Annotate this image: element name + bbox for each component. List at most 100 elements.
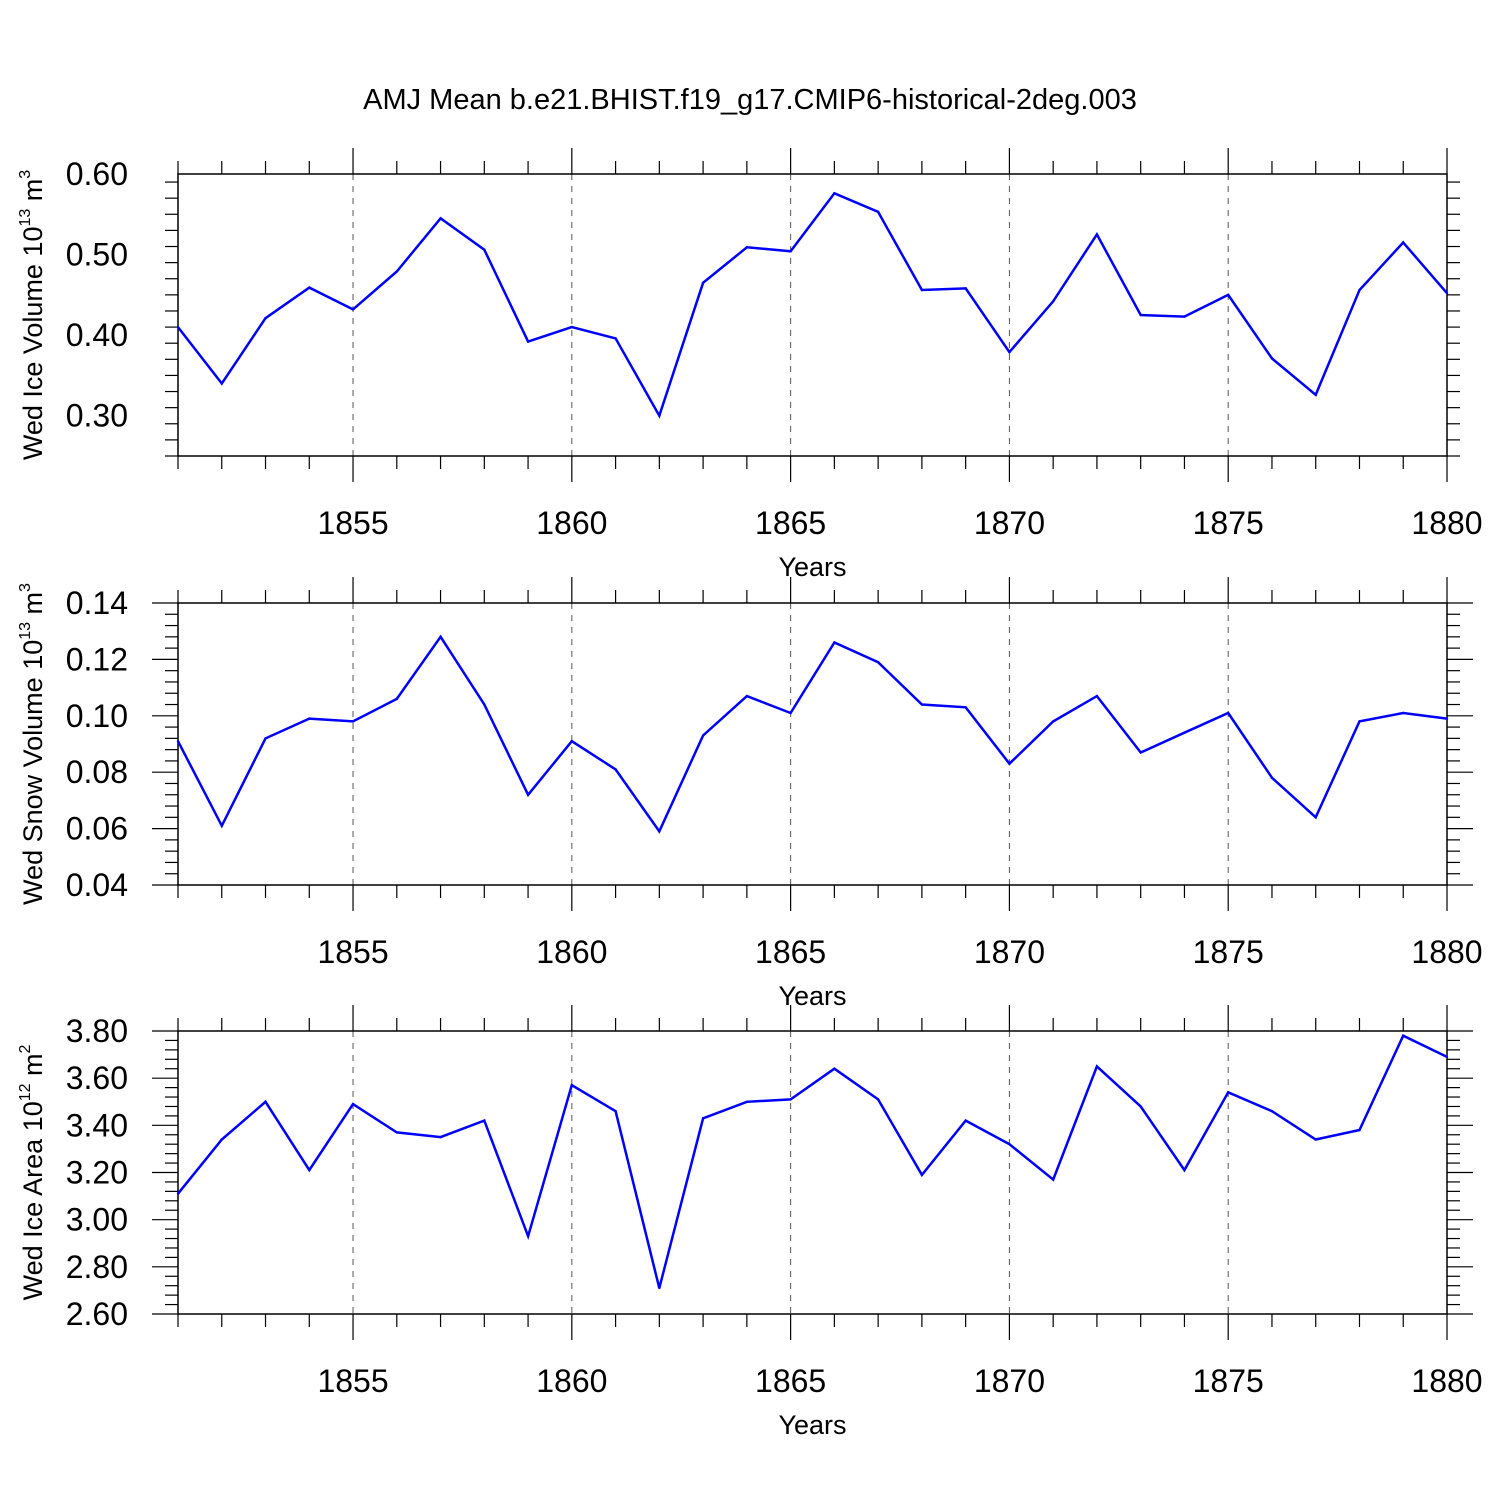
data-point bbox=[351, 308, 355, 311]
x-tick-label: 1875 bbox=[1193, 505, 1264, 541]
y-tick-label: 3.80 bbox=[66, 1013, 128, 1049]
data-point bbox=[264, 737, 267, 740]
x-tick-label: 1870 bbox=[974, 934, 1045, 970]
x-tick-label: 1865 bbox=[755, 934, 826, 970]
data-point bbox=[1314, 1138, 1317, 1141]
x-tick-label: 1855 bbox=[317, 505, 388, 541]
data-point bbox=[1008, 1143, 1011, 1146]
y-tick-label: 0.10 bbox=[66, 698, 128, 734]
data-point bbox=[220, 1138, 223, 1141]
x-tick-label: 1875 bbox=[1193, 934, 1264, 970]
series-line bbox=[177, 191, 1448, 419]
data-point bbox=[1402, 1034, 1405, 1037]
x-tick-label: 1880 bbox=[1411, 934, 1482, 970]
y-tick-label: 0.06 bbox=[66, 811, 128, 847]
data-point bbox=[1095, 694, 1099, 698]
data-point bbox=[614, 768, 617, 771]
x-tick-label: 1865 bbox=[755, 1363, 826, 1399]
data-point bbox=[1095, 1065, 1099, 1068]
data-point bbox=[570, 739, 574, 743]
x-tick-label: 1865 bbox=[755, 505, 826, 541]
plot-frame bbox=[177, 1030, 1448, 1315]
data-point bbox=[1139, 313, 1142, 317]
data-point bbox=[439, 217, 442, 220]
data-point bbox=[264, 1100, 267, 1103]
data-point bbox=[1227, 293, 1230, 297]
data-point bbox=[964, 287, 967, 290]
data-point bbox=[614, 1109, 617, 1113]
data-point bbox=[1227, 711, 1230, 715]
data-point bbox=[308, 717, 311, 720]
data-point bbox=[395, 270, 398, 273]
data-point bbox=[833, 1067, 836, 1070]
data-point bbox=[876, 1098, 880, 1101]
data-point bbox=[1051, 720, 1055, 723]
y-tick-label: 0.12 bbox=[66, 641, 128, 677]
data-point bbox=[789, 250, 792, 253]
y-tick-label: 0.30 bbox=[66, 398, 128, 434]
y-tick-label: 0.60 bbox=[66, 156, 128, 192]
chart-panel-2: 0.04 0.06 0.08 0.10 0.12 0.14 1855 1860 1865 1870… bbox=[17, 577, 1483, 1011]
data-point bbox=[1402, 241, 1405, 244]
data-point bbox=[1445, 717, 1449, 720]
figure-title: AMJ Mean b.e21.BHIST.f19_g17.CMIP6-histo… bbox=[363, 84, 1137, 116]
data-point bbox=[1445, 292, 1449, 295]
y-tick-label: 2.60 bbox=[66, 1296, 128, 1332]
x-tick-label: 1870 bbox=[974, 505, 1045, 541]
data-point bbox=[483, 703, 486, 706]
y-axis-label: Wed Snow Volume 1013 m3 bbox=[17, 583, 48, 905]
y-tick-label: 3.20 bbox=[66, 1155, 128, 1191]
x-tick-label: 1855 bbox=[317, 1363, 388, 1399]
x-tick-label: 1870 bbox=[974, 1363, 1045, 1399]
data-point bbox=[1270, 357, 1274, 360]
data-point bbox=[876, 210, 880, 214]
y-tick-label: 0.08 bbox=[66, 754, 128, 790]
data-point bbox=[1183, 315, 1186, 318]
x-axis-label: Years bbox=[778, 552, 846, 582]
data-point bbox=[964, 1119, 967, 1122]
data-point bbox=[658, 1286, 661, 1290]
y-axis-label: Wed Ice Area 1012 m2 bbox=[17, 1044, 48, 1300]
data-point bbox=[789, 711, 792, 715]
y-tick-label: 0.14 bbox=[66, 585, 128, 621]
data-point bbox=[439, 635, 442, 639]
x-axis-label: Years bbox=[778, 1410, 846, 1440]
data-point bbox=[1008, 762, 1011, 765]
data-point bbox=[658, 830, 661, 833]
data-point bbox=[220, 824, 223, 827]
data-point bbox=[1270, 776, 1274, 780]
data-point bbox=[789, 1098, 792, 1101]
y-tick-label: 2.80 bbox=[66, 1249, 128, 1285]
data-point bbox=[745, 246, 749, 249]
data-point bbox=[439, 1135, 442, 1139]
data-point bbox=[833, 192, 836, 195]
data-point bbox=[526, 1234, 530, 1238]
data-point bbox=[920, 288, 924, 292]
data-point bbox=[701, 1117, 705, 1120]
x-tick-label: 1860 bbox=[536, 1363, 607, 1399]
data-point bbox=[1270, 1109, 1274, 1113]
data-point bbox=[701, 281, 705, 284]
series-line bbox=[177, 1034, 1448, 1289]
y-tick-label: 0.50 bbox=[66, 237, 128, 273]
data-point bbox=[1314, 393, 1317, 396]
x-tick-label: 1875 bbox=[1193, 1363, 1264, 1399]
y-tick-label: 3.00 bbox=[66, 1202, 128, 1238]
x-axis-label: Years bbox=[778, 981, 846, 1011]
data-point bbox=[920, 1173, 924, 1177]
data-point bbox=[1183, 731, 1186, 734]
x-tick-label: 1880 bbox=[1411, 505, 1482, 541]
y-tick-label: 0.04 bbox=[66, 867, 128, 903]
data-point bbox=[308, 1168, 311, 1172]
data-point bbox=[920, 703, 924, 706]
data-point bbox=[1139, 1105, 1142, 1108]
data-point bbox=[1051, 300, 1055, 303]
data-point bbox=[1402, 711, 1405, 715]
chart-panel-3: 2.60 2.80 3.00 3.20 3.40 3.60 3.80 1855 1860 1865… bbox=[17, 1005, 1483, 1440]
data-point bbox=[351, 1102, 355, 1106]
data-point bbox=[1139, 751, 1142, 754]
data-point bbox=[658, 414, 661, 417]
chart-panel-1: 0.30 0.40 0.50 0.60 1855 1860 1865 1870 1875 1880… bbox=[17, 148, 1483, 582]
data-point bbox=[964, 706, 967, 709]
